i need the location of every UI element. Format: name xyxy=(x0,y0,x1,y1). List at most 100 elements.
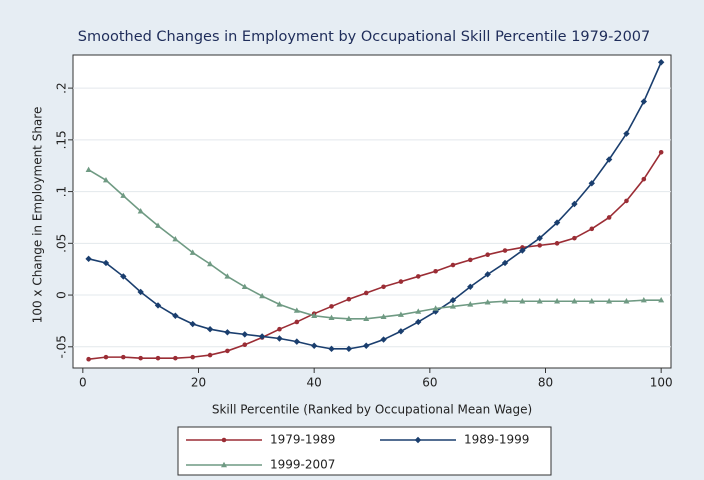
marker xyxy=(536,234,543,242)
marker xyxy=(571,200,578,208)
marker xyxy=(606,298,613,304)
y-axis-title: 100 x Change in Employment Share xyxy=(31,107,45,324)
x-tick-label: 20 xyxy=(191,376,206,390)
marker xyxy=(519,298,526,304)
marker xyxy=(328,314,335,321)
y-tick-label: .05 xyxy=(55,234,69,253)
marker xyxy=(137,288,144,296)
marker xyxy=(554,298,561,304)
marker xyxy=(449,297,457,304)
y-tick-label: -.05 xyxy=(55,335,69,358)
marker xyxy=(259,292,266,299)
marker xyxy=(293,307,300,313)
marker xyxy=(554,241,560,246)
marker xyxy=(536,298,543,304)
marker xyxy=(519,247,526,254)
marker xyxy=(380,313,387,319)
marker xyxy=(640,98,648,105)
marker xyxy=(221,461,227,468)
marker xyxy=(501,259,509,267)
marker xyxy=(658,297,665,303)
series-line xyxy=(88,61,662,350)
marker xyxy=(328,345,335,353)
legend-label: 1999-2007 xyxy=(270,458,335,472)
marker xyxy=(172,312,179,319)
marker xyxy=(241,331,248,338)
marker xyxy=(155,355,161,361)
series-line xyxy=(88,169,662,320)
marker xyxy=(640,297,647,303)
marker xyxy=(623,298,630,304)
marker xyxy=(572,235,577,241)
marker xyxy=(311,312,318,318)
marker xyxy=(225,348,230,354)
marker xyxy=(433,268,438,274)
marker xyxy=(381,284,386,290)
marker xyxy=(414,436,422,444)
marker xyxy=(121,354,126,360)
marker xyxy=(658,149,664,155)
y-tick-label: .1 xyxy=(55,186,69,197)
marker xyxy=(85,255,92,263)
marker xyxy=(571,298,578,304)
y-tick-label: .15 xyxy=(55,130,69,149)
marker xyxy=(276,335,283,342)
marker xyxy=(345,315,352,322)
marker xyxy=(346,296,352,302)
marker xyxy=(207,260,214,267)
marker xyxy=(276,301,283,307)
marker xyxy=(397,328,405,335)
marker xyxy=(363,315,370,322)
marker xyxy=(641,176,647,182)
marker xyxy=(363,342,370,349)
x-tick-label: 40 xyxy=(307,376,322,390)
x-tick-label: 80 xyxy=(538,376,553,390)
marker xyxy=(657,59,665,66)
marker xyxy=(485,252,490,257)
legend-label: 1979-1989 xyxy=(270,433,335,447)
marker xyxy=(329,304,334,309)
marker xyxy=(120,273,127,280)
marker xyxy=(605,156,613,163)
x-axis-title: Skill Percentile (Ranked by Occupational… xyxy=(212,403,532,417)
marker xyxy=(450,262,456,268)
marker xyxy=(120,192,127,198)
marker xyxy=(293,338,301,345)
marker xyxy=(432,305,439,311)
marker xyxy=(241,283,248,289)
marker xyxy=(155,222,162,228)
marker xyxy=(415,274,421,279)
marker xyxy=(467,301,474,307)
marker xyxy=(277,326,282,332)
marker xyxy=(502,298,509,304)
marker xyxy=(154,302,162,309)
marker xyxy=(189,249,196,255)
y-tick-label: 0 xyxy=(55,291,69,299)
x-tick-label: 100 xyxy=(650,376,673,390)
marker xyxy=(588,298,595,304)
marker xyxy=(206,325,214,333)
marker xyxy=(415,318,422,326)
marker xyxy=(173,355,178,361)
marker xyxy=(415,308,422,314)
marker xyxy=(172,235,179,242)
marker xyxy=(363,290,369,296)
marker xyxy=(242,342,248,348)
marker xyxy=(294,319,300,325)
marker xyxy=(190,354,196,360)
marker xyxy=(502,248,508,253)
marker xyxy=(207,352,213,358)
marker xyxy=(224,329,231,336)
marker xyxy=(102,177,109,183)
marker xyxy=(310,342,318,349)
x-tick-label: 0 xyxy=(79,376,87,390)
marker xyxy=(449,303,456,309)
marker xyxy=(537,243,543,248)
marker xyxy=(345,345,353,353)
marker xyxy=(484,299,491,305)
marker xyxy=(138,355,143,361)
marker xyxy=(224,273,231,279)
marker xyxy=(103,354,109,360)
y-tick-label: .2 xyxy=(55,82,69,93)
